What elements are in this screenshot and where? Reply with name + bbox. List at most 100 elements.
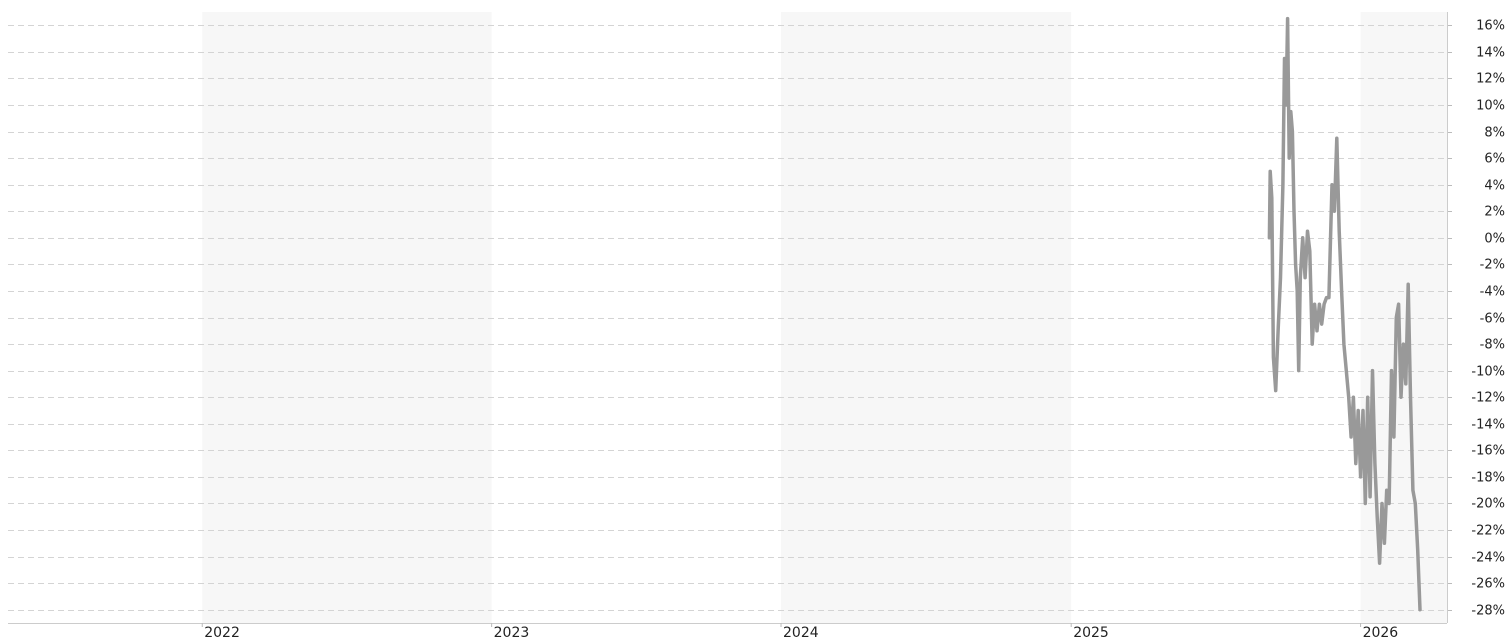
- data-point: [1311, 343, 1313, 345]
- data-point: [1328, 297, 1330, 299]
- data-point: [1326, 297, 1328, 299]
- y-tick-label: 2%: [1484, 205, 1505, 220]
- y-tick-label: -16%: [1471, 444, 1505, 459]
- data-point: [1343, 343, 1345, 345]
- plot-area: [1267, 16, 1422, 612]
- data-point: [1419, 609, 1421, 611]
- data-point: [1360, 476, 1362, 478]
- y-tick-label: -14%: [1471, 418, 1505, 433]
- data-point: [1323, 303, 1325, 305]
- y-tick-label: -4%: [1480, 285, 1505, 300]
- data-point: [1295, 264, 1297, 266]
- data-point: [1388, 503, 1390, 505]
- y-tick-label: 4%: [1484, 179, 1505, 194]
- series-line-0: [1267, 16, 1422, 612]
- data-point: [1398, 303, 1400, 305]
- data-point: [1307, 230, 1309, 232]
- data-point: [1341, 290, 1343, 292]
- x-tick-label: 2023: [494, 625, 530, 639]
- y-tick-label: 10%: [1476, 99, 1505, 114]
- data-point: [1357, 410, 1359, 412]
- data-point: [1391, 370, 1393, 372]
- year-band-2026: [1360, 12, 1447, 623]
- data-point: [1386, 489, 1388, 491]
- data-point: [1285, 104, 1287, 106]
- data-point: [1379, 562, 1381, 564]
- y-axis-labels: 16% 14% 12% 10% 8% 6% 4% 2% 0% -2% -4% -6% -8% -10% -1…: [1471, 19, 1505, 619]
- y-tick-label: -20%: [1471, 497, 1505, 512]
- data-point: [1314, 303, 1316, 305]
- y-tick-label: 0%: [1484, 232, 1505, 247]
- data-point: [1269, 237, 1271, 239]
- year-band-2024: [781, 12, 1072, 623]
- data-point: [1362, 410, 1364, 412]
- data-point: [1304, 277, 1306, 279]
- data-point: [1365, 503, 1367, 505]
- data-point: [1393, 436, 1395, 438]
- x-tick-label: 2026: [1363, 625, 1399, 639]
- data-point: [1300, 277, 1302, 279]
- y-tick-label: -6%: [1480, 312, 1505, 327]
- data-point: [1292, 131, 1294, 133]
- data-point: [1298, 370, 1300, 372]
- data-point: [1376, 516, 1378, 518]
- x-axis-labels: 2022 2023 2024 2025 2026: [204, 625, 1398, 639]
- data-point: [1367, 396, 1369, 398]
- y-tick-label: -28%: [1471, 604, 1505, 619]
- data-point: [1412, 489, 1414, 491]
- data-point: [1269, 171, 1271, 173]
- data-point: [1338, 230, 1340, 232]
- data-point: [1372, 370, 1374, 372]
- year-bands: [202, 12, 1447, 623]
- data-point: [1374, 463, 1376, 465]
- data-point: [1277, 330, 1279, 332]
- y-tick-label: 16%: [1476, 19, 1505, 34]
- data-point: [1302, 237, 1304, 239]
- data-point: [1405, 383, 1407, 385]
- data-point: [1296, 290, 1298, 292]
- data-point: [1348, 396, 1350, 398]
- data-point: [1273, 357, 1275, 359]
- data-point: [1369, 496, 1371, 498]
- y-tick-label: -12%: [1471, 391, 1505, 406]
- data-point: [1280, 277, 1282, 279]
- data-point: [1288, 157, 1290, 159]
- data-point: [1353, 396, 1355, 398]
- y-tick-label: -8%: [1480, 338, 1505, 353]
- y-tick-label: -10%: [1471, 365, 1505, 380]
- x-tick-label: 2022: [204, 625, 240, 639]
- data-point: [1319, 303, 1321, 305]
- data-point: [1287, 18, 1289, 20]
- x-tick-label: 2025: [1073, 625, 1109, 639]
- data-point: [1316, 330, 1318, 332]
- y-tick-label: 8%: [1484, 126, 1505, 141]
- y-tick-label: -2%: [1480, 258, 1505, 273]
- data-point: [1346, 370, 1348, 372]
- y-tick-label: 6%: [1484, 152, 1505, 167]
- data-point: [1309, 250, 1311, 252]
- y-tick-label: -18%: [1471, 471, 1505, 486]
- y-tick-label: -26%: [1471, 577, 1505, 592]
- data-point: [1384, 543, 1386, 545]
- data-point: [1271, 197, 1273, 199]
- x-tick-label: 2024: [783, 625, 819, 639]
- data-point: [1396, 317, 1398, 319]
- data-point: [1381, 503, 1383, 505]
- data-point: [1400, 396, 1402, 398]
- data-point: [1336, 137, 1338, 139]
- y-tick-label: -22%: [1471, 524, 1505, 539]
- year-band-2022: [202, 12, 492, 623]
- data-point: [1403, 343, 1405, 345]
- data-point: [1284, 58, 1286, 60]
- data-point: [1417, 549, 1419, 551]
- data-point: [1350, 436, 1352, 438]
- data-point: [1293, 210, 1295, 212]
- y-tick-label: 12%: [1476, 72, 1505, 87]
- data-point: [1410, 396, 1412, 398]
- data-point: [1275, 390, 1277, 392]
- data-point: [1331, 184, 1333, 186]
- data-point: [1415, 503, 1417, 505]
- data-point: [1334, 210, 1336, 212]
